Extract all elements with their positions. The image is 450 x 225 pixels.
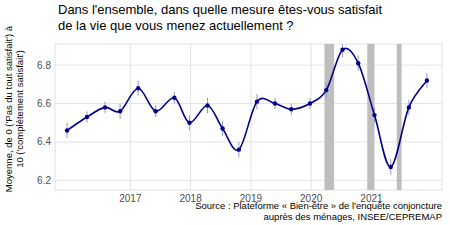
plot-frame — [55, 44, 442, 190]
chart: 6.26.46.66.820172018201920202021Dans l'e… — [0, 0, 450, 225]
line — [67, 48, 427, 167]
y-tick-label: 6.8 — [37, 60, 51, 71]
point — [205, 103, 209, 107]
title: Dans l'ensemble, dans quelle mesure êtes… — [58, 2, 382, 17]
point — [273, 101, 277, 105]
point — [187, 121, 191, 125]
point — [220, 126, 224, 130]
point — [118, 109, 122, 113]
point — [407, 105, 411, 109]
point — [237, 147, 241, 151]
source: auprès des ménages, INSEE/CEPREMAP — [264, 211, 442, 222]
point — [289, 107, 293, 111]
x-tick-label: 2017 — [119, 193, 142, 204]
point — [153, 109, 157, 113]
y-label: Moyenne, de 0 ('Pas du tout satisfait') … — [3, 25, 25, 192]
shaded-period — [324, 44, 334, 190]
grid — [55, 44, 442, 190]
y-tick-label: 6.6 — [37, 98, 51, 109]
point — [324, 88, 328, 92]
y-label-line: Moyenne, de 0 ('Pas du tout satisfait') … — [3, 25, 14, 192]
y-tick-label: 6.4 — [37, 136, 51, 147]
plot-area — [65, 44, 429, 190]
y-grid — [55, 65, 442, 66]
point — [85, 115, 89, 119]
title: de la vie que vous menez actuellement ? — [58, 18, 294, 33]
point — [356, 61, 360, 65]
source: Source : Plateforme « Bien-être » de l'e… — [195, 200, 442, 211]
y-grid — [55, 180, 442, 181]
point — [389, 165, 393, 169]
point — [340, 48, 344, 52]
x-grid — [311, 44, 312, 190]
y-grid — [55, 141, 442, 142]
point — [172, 96, 176, 100]
y-label-line: 10 ('complètement satisfait') — [14, 50, 25, 168]
y-tick-label: 6.2 — [37, 175, 51, 186]
x-grid — [130, 44, 131, 190]
shaded-period — [367, 44, 374, 190]
y-grid — [55, 103, 442, 104]
point — [65, 128, 69, 132]
point — [372, 113, 376, 117]
point — [308, 101, 312, 105]
point — [103, 105, 107, 109]
x-grid — [190, 44, 191, 190]
shaded-period — [397, 44, 402, 190]
point — [136, 86, 140, 90]
point — [425, 78, 429, 82]
point — [255, 99, 259, 103]
